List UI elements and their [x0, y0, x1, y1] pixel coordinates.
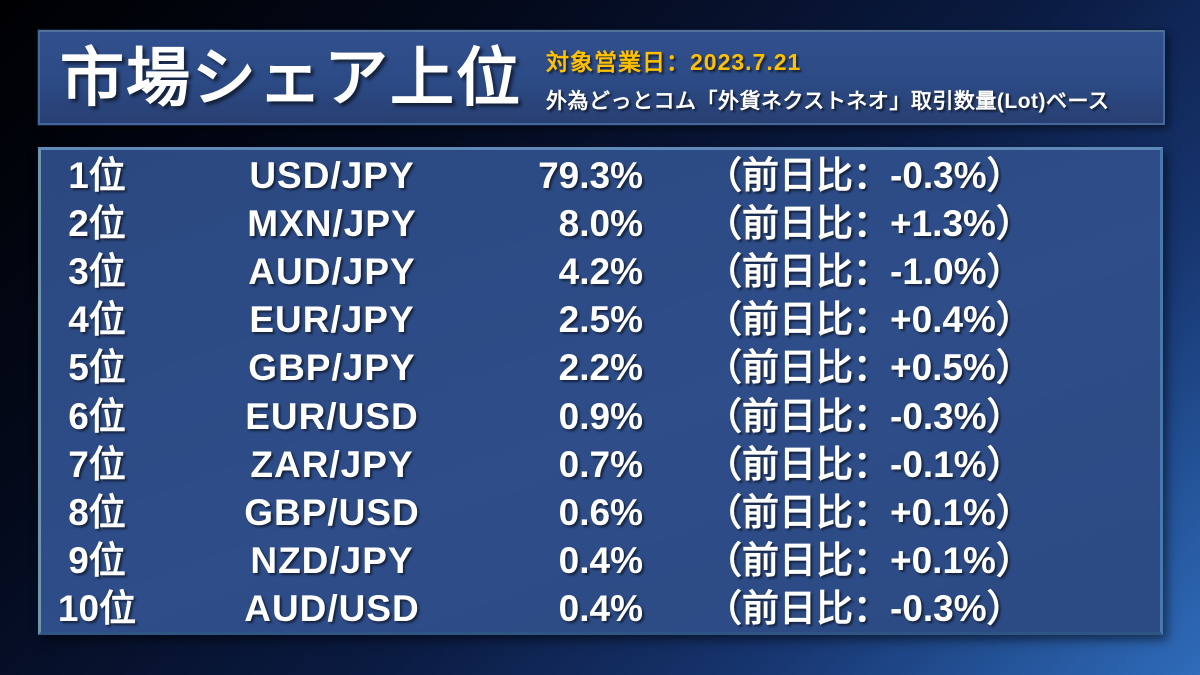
pair-cell: MXN/JPY: [247, 202, 417, 244]
rank-cell: 10位: [57, 588, 137, 630]
share-cell: 0.6%: [558, 491, 643, 533]
share-cell: 2.2%: [558, 347, 643, 389]
rank-cell: 4位: [68, 299, 126, 341]
change-cell: （前日比：+0.1%）: [705, 491, 1033, 533]
market-share-table-panel: 1位 USD/JPY 79.3% （前日比：-0.3%） 2位 MXN/JPY 8.0% （前…: [38, 147, 1163, 635]
change-cell: （前日比：-0.3%）: [705, 395, 1024, 437]
rank-cell: 3位: [68, 250, 126, 292]
rank-cell: 7位: [68, 443, 126, 485]
pair-cell: EUR/USD: [245, 395, 419, 437]
market-share-table: 1位 USD/JPY 79.3% （前日比：-0.3%） 2位 MXN/JPY 8.0% （前…: [41, 150, 1160, 633]
page-title: 市場シェア上位: [60, 41, 522, 114]
change-cell: （前日比：+1.3%）: [705, 202, 1033, 244]
header-banner: 市場シェア上位 対象営業日：2023.7.21 外為どっとコム「外貨ネクストネオ…: [38, 30, 1165, 125]
change-cell: （前日比：-0.3%）: [705, 154, 1024, 196]
pair-cell: USD/JPY: [249, 154, 415, 196]
change-cell: （前日比：+0.5%）: [705, 347, 1033, 389]
rank-cell: 6位: [68, 395, 126, 437]
rank-cell: 8位: [68, 491, 126, 533]
pair-cell: GBP/JPY: [248, 347, 416, 389]
header-meta: 対象営業日：2023.7.21 外為どっとコム「外貨ネクストネオ」取引数量(Lo…: [546, 41, 1109, 115]
pair-cell: AUD/USD: [244, 588, 420, 630]
share-cell: 0.4%: [558, 540, 643, 582]
pair-cell: NZD/JPY: [250, 540, 414, 582]
pair-cell: ZAR/JPY: [250, 443, 414, 485]
share-cell: 2.5%: [558, 299, 643, 341]
target-business-day: 対象営業日：2023.7.21: [546, 48, 802, 75]
rank-cell: 9位: [68, 540, 126, 582]
share-cell: 0.7%: [558, 443, 643, 485]
rank-cell: 2位: [68, 202, 126, 244]
change-cell: （前日比：-1.0%）: [705, 250, 1024, 292]
pair-cell: GBP/USD: [244, 491, 420, 533]
share-cell: 4.2%: [558, 250, 643, 292]
change-cell: （前日比：+0.1%）: [705, 540, 1033, 582]
pair-cell: EUR/JPY: [249, 299, 415, 341]
change-cell: （前日比：-0.3%）: [705, 588, 1024, 630]
pair-cell: AUD/JPY: [248, 250, 416, 292]
rank-cell: 5位: [68, 347, 126, 389]
rank-cell: 1位: [68, 154, 126, 196]
share-cell: 0.9%: [558, 395, 643, 437]
share-cell: 79.3%: [538, 154, 643, 196]
change-cell: （前日比：+0.4%）: [705, 299, 1033, 341]
share-cell: 0.4%: [558, 588, 643, 630]
change-cell: （前日比：-0.1%）: [705, 443, 1024, 485]
share-cell: 8.0%: [558, 202, 643, 244]
data-source-subtitle: 外為どっとコム「外貨ネクストネオ」取引数量(Lot)ベース: [546, 89, 1110, 113]
